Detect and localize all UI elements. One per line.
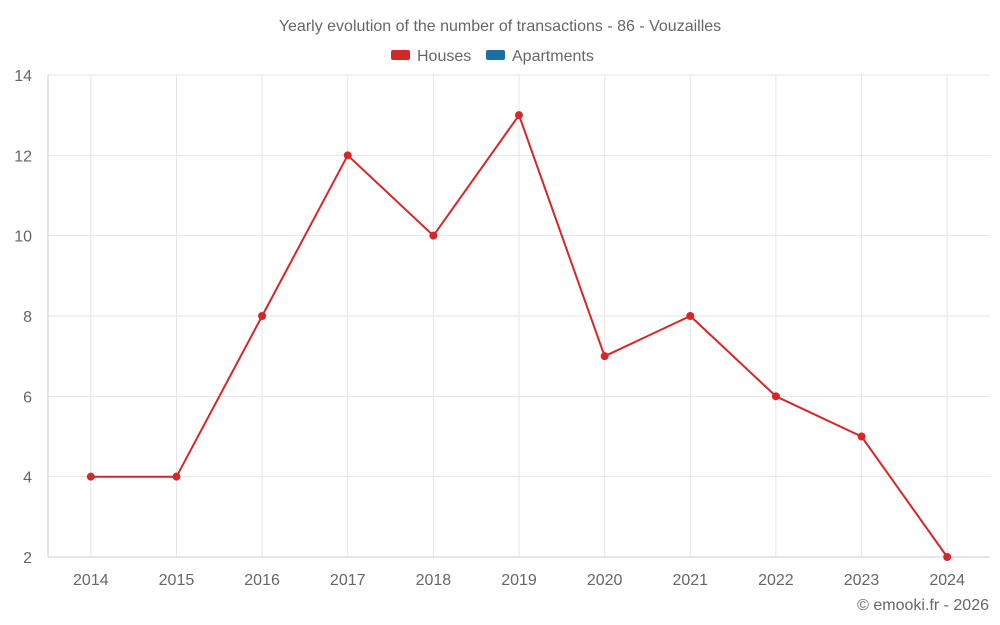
data-point-houses-2017[interactable] — [343, 151, 352, 160]
y-tick-label: 4 — [23, 470, 32, 487]
y-tick-label: 6 — [23, 389, 32, 406]
legend-label-houses: Houses — [417, 48, 471, 65]
data-point-houses-2023[interactable] — [857, 432, 866, 441]
data-point-houses-2021[interactable] — [686, 312, 695, 320]
legend-label-apartments: Apartments — [512, 48, 594, 65]
x-tick-label: 2021 — [672, 572, 708, 589]
data-point-houses-2018[interactable] — [429, 231, 438, 240]
y-tick-label: 14 — [14, 68, 32, 85]
x-tick-label: 2015 — [159, 572, 195, 589]
data-point-houses-2024[interactable] — [943, 553, 952, 561]
legend-swatch-houses — [391, 50, 410, 60]
x-tick-label: 2022 — [758, 572, 794, 589]
data-point-houses-2020[interactable] — [600, 352, 609, 361]
legend-swatch-apartments — [486, 50, 505, 60]
series — [86, 111, 952, 561]
legend-item-houses[interactable]: Houses — [391, 48, 471, 65]
x-tick-label: 2024 — [929, 572, 965, 589]
x-tick-label: 2019 — [501, 572, 537, 589]
grid — [48, 74, 990, 557]
chart-title: Yearly evolution of the number of transa… — [279, 18, 721, 35]
legend-item-apartments[interactable]: Apartments — [486, 48, 594, 65]
data-point-houses-2014[interactable] — [86, 472, 95, 481]
x-tick-label: 2020 — [587, 572, 623, 589]
axes — [47, 75, 990, 558]
y-tick-label: 10 — [14, 229, 32, 246]
y-tick-label: 8 — [23, 309, 32, 326]
credit-text: © emooki.fr - 2026 — [857, 597, 989, 614]
data-point-houses-2015[interactable] — [172, 472, 181, 481]
data-point-houses-2022[interactable] — [771, 392, 780, 401]
y-axis-ticks: 2 4 6 8 10 12 14 — [14, 68, 32, 567]
x-tick-label: 2023 — [844, 572, 880, 589]
data-point-houses-2019[interactable] — [515, 111, 523, 120]
x-tick-label: 2017 — [330, 572, 366, 589]
x-tick-label: 2016 — [244, 572, 280, 589]
y-tick-label: 2 — [23, 550, 32, 567]
data-point-houses-2016[interactable] — [258, 312, 267, 320]
legend: Houses Apartments — [391, 48, 594, 65]
y-tick-label: 12 — [14, 148, 32, 165]
x-axis-ticks: 2014 2015 2016 2017 2018 2019 2020 2021 2022 2023… — [73, 572, 965, 589]
x-tick-label: 2014 — [73, 572, 109, 589]
x-tick-label: 2018 — [416, 572, 452, 589]
